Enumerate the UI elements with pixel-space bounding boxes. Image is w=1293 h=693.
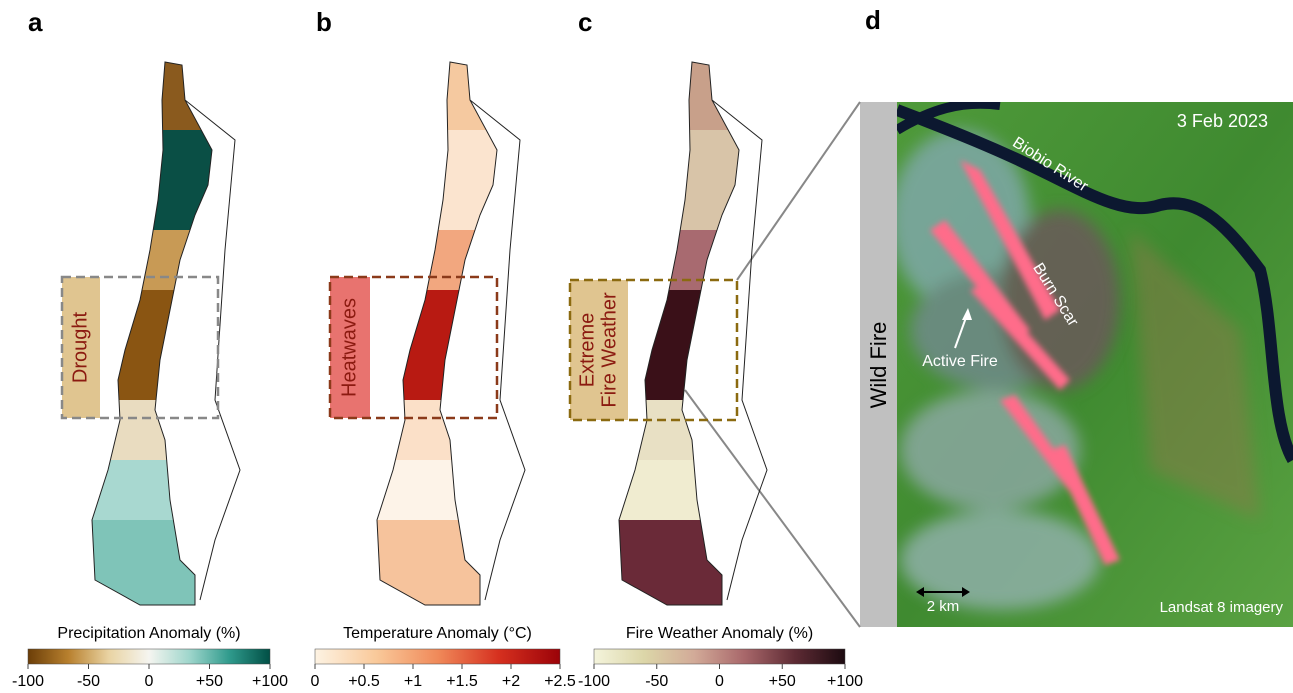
tick-label: +2 [502,673,520,690]
map-region [607,60,757,130]
map-region [80,290,230,400]
tick-label: +1.5 [446,673,478,690]
region-label: Heatwaves [338,298,360,397]
colorbar [594,649,845,664]
region-label: Fire Weather [598,292,620,408]
source: Landsat 8 imagery [1160,599,1284,616]
panel-letter: b [316,7,332,37]
side-label: Wild Fire [866,322,891,409]
tick-label: +100 [827,673,863,690]
scale-label: 2 km [927,598,960,615]
map-region [365,460,515,520]
fire-label: Active Fire [922,353,998,370]
tick-label: 0 [311,673,320,690]
map-region [607,290,757,400]
panel-letter: d [865,5,881,35]
map-region [607,460,757,520]
tick-label: 0 [715,673,724,690]
tick-label: -50 [77,673,100,690]
tick-label: -100 [12,673,44,690]
tick-label: -100 [578,673,610,690]
tick-label: +100 [252,673,288,690]
figure: Wild Fire 3 Feb 2023 Biobio River Burn S… [0,0,1293,693]
colorbar-title: Precipitation Anomaly (%) [57,625,240,642]
map-region [80,60,230,130]
colorbar-title: Fire Weather Anomaly (%) [626,625,813,642]
map-region [365,230,515,290]
zoom-line [737,102,860,280]
map-region [80,130,230,230]
tick-label: +50 [769,673,796,690]
map-region [365,290,515,400]
map-region [365,130,515,230]
tick-label: +2.5 [544,673,576,690]
colorbar [28,649,270,664]
map-region [607,130,757,230]
map-region [365,520,515,610]
map-region [607,520,757,610]
tick-label: +0.5 [348,673,380,690]
region-label: Extreme [576,313,598,387]
map-region [80,230,230,290]
map-region [80,520,230,610]
tick-label: +50 [196,673,223,690]
region-label: Drought [69,311,91,383]
map-region [365,60,515,130]
tick-label: 0 [145,673,154,690]
map-region [80,460,230,520]
tick-label: -50 [645,673,668,690]
panel-letter: c [578,7,592,37]
date: 3 Feb 2023 [1177,111,1268,131]
panel-letter: a [28,7,43,37]
colorbar [315,649,560,664]
tick-label: +1 [404,673,422,690]
colorbar-title: Temperature Anomaly (°C) [343,625,532,642]
